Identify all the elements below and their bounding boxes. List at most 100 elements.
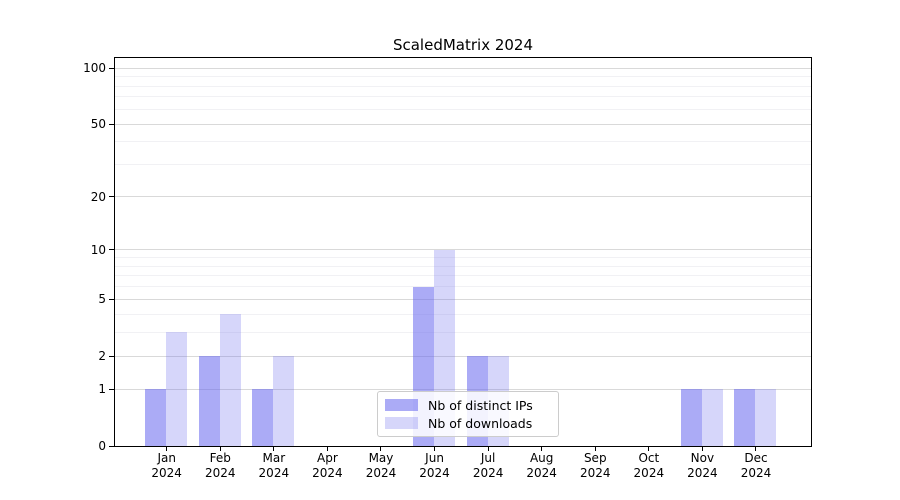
x-tick-mark (273, 446, 275, 451)
bar-downloads-nov (701, 389, 723, 446)
bar-downloads-dec (755, 389, 777, 446)
x-tick-year: 2024 (740, 466, 772, 480)
minor-gridline (115, 164, 811, 166)
major-gridline (115, 196, 811, 198)
x-tick-mark (755, 446, 757, 451)
x-tick-label: Apr 2024 (297, 451, 357, 481)
y-tick-label: 100 (83, 61, 106, 76)
x-tick-mark (380, 446, 382, 451)
x-tick-label: Jul 2024 (458, 451, 518, 481)
minor-gridline (115, 286, 811, 288)
y-tick-label: 2 (98, 349, 106, 364)
x-tick-label: Feb 2024 (190, 451, 250, 481)
x-tick-year: 2024 (633, 466, 665, 480)
legend: Nb of distinct IPs Nb of downloads (377, 391, 559, 437)
y-tick-mark (109, 123, 114, 125)
major-gridline (115, 355, 811, 357)
bar-downloads-feb (219, 314, 241, 446)
y-tick-mark (109, 298, 114, 300)
x-tick-mark (648, 446, 650, 451)
bar-distinct-ips-jan (145, 389, 167, 446)
minor-gridline (115, 265, 811, 267)
bar-distinct-ips-mar (252, 389, 274, 446)
x-tick-month: Sep (583, 451, 607, 465)
x-tick-mark (594, 446, 596, 451)
x-tick-month: Nov (690, 451, 715, 465)
x-tick-month: Dec (744, 451, 768, 465)
y-tick-label: 0 (98, 439, 106, 453)
y-tick-label: 10 (90, 242, 106, 257)
bar-downloads-mar (273, 356, 295, 446)
major-gridline (115, 388, 811, 390)
x-tick-year: 2024 (472, 466, 504, 480)
minor-gridline (115, 256, 811, 258)
minor-gridline (115, 76, 811, 78)
legend-row: Nb of downloads (385, 416, 558, 431)
legend-row: Nb of distinct IPs (385, 398, 558, 413)
x-tick-mark (541, 446, 543, 451)
bar-distinct-ips-nov (680, 389, 702, 446)
x-tick-mark (701, 446, 703, 451)
x-tick-year: 2024 (419, 466, 450, 480)
x-tick-mark (434, 446, 436, 451)
x-tick-label: Jun 2024 (405, 451, 465, 481)
x-tick-year: 2024 (312, 466, 343, 480)
x-tick-month: Jun (425, 451, 444, 465)
plot-area (114, 57, 812, 447)
x-tick-mark (219, 446, 221, 451)
minor-gridline (115, 141, 811, 143)
x-tick-year: 2024 (151, 466, 182, 480)
minor-gridline (115, 275, 811, 277)
bar-distinct-ips-dec (734, 389, 756, 446)
x-tick-mark (326, 446, 328, 451)
x-tick-month: Jul (480, 451, 496, 465)
minor-gridline (115, 331, 811, 333)
x-tick-month: Mar (262, 451, 286, 465)
y-tick-label: 5 (98, 292, 106, 307)
minor-gridline (115, 96, 811, 98)
x-tick-year: 2024 (687, 466, 718, 480)
x-tick-month: Jan (157, 451, 176, 465)
x-tick-month: Oct (638, 451, 660, 465)
x-tick-year: 2024 (258, 466, 290, 480)
bar-distinct-ips-feb (198, 356, 220, 446)
chart-title: ScaledMatrix 2024 (392, 36, 534, 54)
x-tick-label: Sep 2024 (565, 451, 625, 481)
legend-swatch (385, 399, 418, 411)
minor-gridline (115, 108, 811, 110)
x-tick-year: 2024 (365, 466, 397, 480)
minor-gridline (115, 85, 811, 87)
x-tick-mark (487, 446, 489, 451)
x-tick-month: Apr (317, 451, 338, 465)
y-tick-label: 50 (90, 117, 106, 132)
y-tick-mark (109, 67, 114, 69)
x-tick-month: May (368, 451, 394, 465)
x-tick-year: 2024 (579, 466, 611, 480)
minor-gridline (115, 313, 811, 315)
x-tick-label: Aug 2024 (512, 451, 572, 481)
legend-label: Nb of distinct IPs (428, 397, 533, 413)
y-tick-mark (109, 196, 114, 198)
x-tick-mark (166, 446, 168, 451)
y-tick-mark (109, 355, 114, 357)
x-tick-label: May 2024 (351, 451, 411, 481)
x-tick-month: Feb (209, 451, 231, 465)
x-tick-year: 2024 (204, 466, 236, 480)
y-tick-label: 20 (90, 189, 106, 204)
x-tick-label: Nov 2024 (672, 451, 732, 481)
major-gridline (115, 67, 811, 69)
legend-swatch (385, 417, 418, 429)
y-tick-mark (109, 249, 114, 251)
major-gridline (115, 298, 811, 300)
x-tick-label: Jan 2024 (137, 451, 197, 481)
x-tick-label: Oct 2024 (619, 451, 679, 481)
y-tick-mark (109, 445, 114, 447)
y-tick-mark (109, 388, 114, 390)
major-gridline (115, 249, 811, 251)
x-tick-year: 2024 (526, 466, 557, 480)
x-tick-label: Dec 2024 (726, 451, 786, 481)
x-tick-label: Mar 2024 (244, 451, 304, 481)
y-tick-label: 1 (98, 382, 106, 397)
legend-label: Nb of downloads (428, 415, 533, 431)
